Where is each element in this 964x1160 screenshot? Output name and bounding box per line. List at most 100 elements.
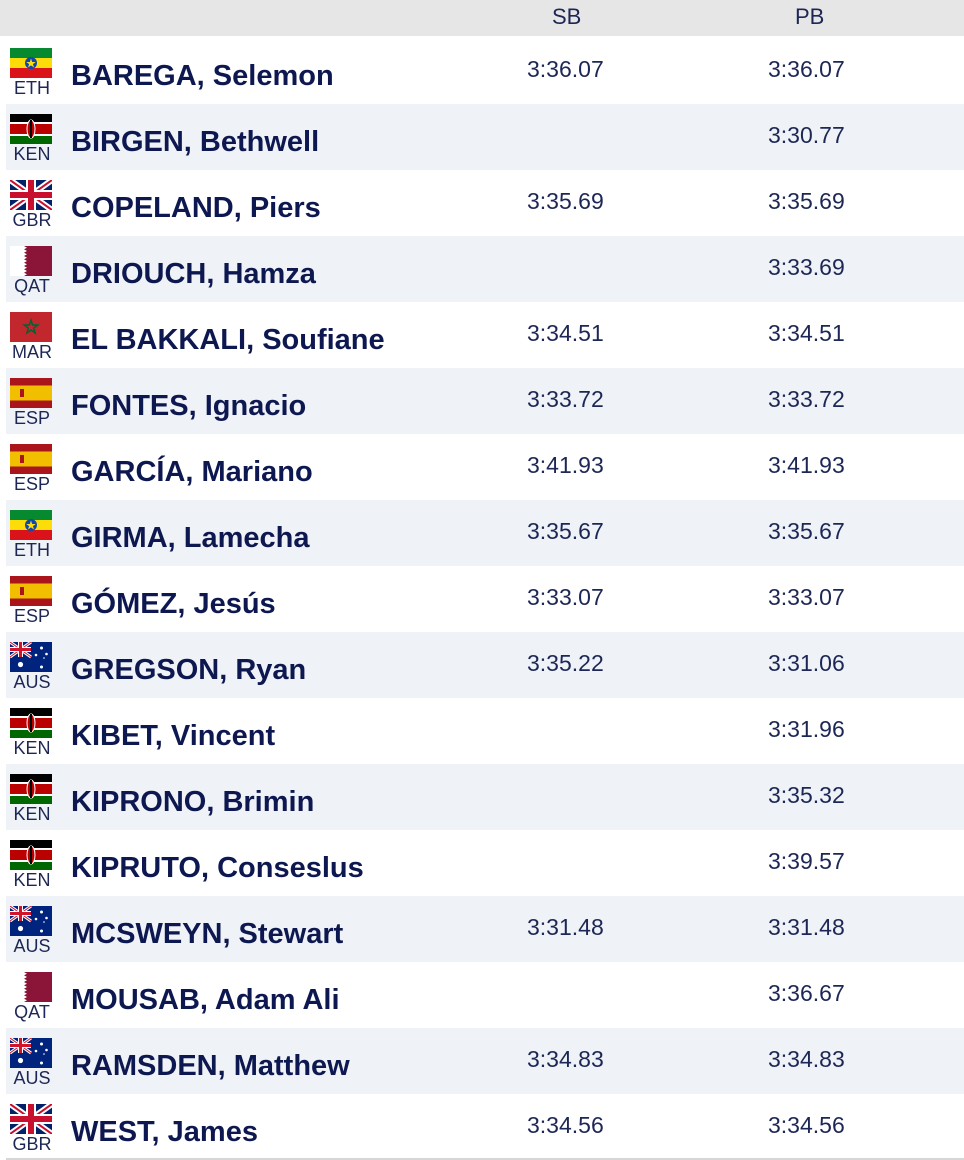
personal-best: 3:34.51 xyxy=(768,320,845,346)
athlete-row[interactable]: ETH GIRMA, Lamecha 3:35.67 3:35.67 xyxy=(6,500,964,566)
country-code: ETH xyxy=(14,540,50,560)
personal-best: 3:41.93 xyxy=(768,452,845,478)
country-code: ESP xyxy=(13,606,51,626)
athlete-row[interactable]: KEN KIBET, Vincent 3:31.96 xyxy=(6,698,964,764)
country-code: MAR xyxy=(12,342,52,362)
athlete-name[interactable]: GÓMEZ, Jesús xyxy=(71,588,276,620)
personal-best: 3:31.96 xyxy=(768,716,845,742)
country-code: KEN xyxy=(13,144,51,164)
country-code: ESP xyxy=(13,474,51,494)
country-code: GBR xyxy=(12,210,52,230)
athlete-row[interactable]: QAT MOUSAB, Adam Ali 3:36.67 xyxy=(6,962,964,1028)
personal-best: 3:34.56 xyxy=(768,1112,845,1138)
athlete-name[interactable]: GIRMA, Lamecha xyxy=(71,522,310,554)
ethiopia-flag-icon xyxy=(10,48,52,78)
athlete-name[interactable]: GARCÍA, Mariano xyxy=(71,456,313,488)
athlete-row[interactable]: AUS GREGSON, Ryan 3:35.22 3:31.06 xyxy=(6,632,964,698)
table-body: ETH BAREGA, Selemon 3:36.07 3:36.07 KEN BIRGE… xyxy=(0,38,964,1160)
country-code: ESP xyxy=(13,408,51,428)
personal-best: 3:33.69 xyxy=(768,254,845,280)
personal-best: 3:30.77 xyxy=(768,122,845,148)
athlete-name[interactable]: EL BAKKALI, Soufiane xyxy=(71,324,385,356)
australia-flag-icon xyxy=(10,1038,52,1068)
athlete-name[interactable]: KIBET, Vincent xyxy=(71,720,276,752)
spain-flag-icon xyxy=(10,576,52,606)
ethiopia-flag-icon xyxy=(10,510,52,540)
personal-best: 3:33.07 xyxy=(768,584,845,610)
athlete-name[interactable]: WEST, James xyxy=(71,1116,258,1148)
athlete-row[interactable]: QAT DRIOUCH, Hamza 3:33.69 xyxy=(6,236,964,302)
athlete-row[interactable]: ESP GÓMEZ, Jesús 3:33.07 3:33.07 xyxy=(6,566,964,632)
personal-best: 3:34.83 xyxy=(768,1046,845,1072)
athlete-row[interactable]: KEN KIPRUTO, Conseslus 3:39.57 xyxy=(6,830,964,896)
season-best: 3:33.72 xyxy=(527,386,604,412)
athlete-name[interactable]: BAREGA, Selemon xyxy=(71,60,334,92)
personal-best: 3:31.48 xyxy=(768,914,845,940)
personal-best: 3:36.07 xyxy=(768,56,845,82)
athlete-name[interactable]: KIPRONO, Brimin xyxy=(71,786,315,818)
spain-flag-icon xyxy=(10,378,52,408)
kenya-flag-icon xyxy=(10,840,52,870)
season-best: 3:35.69 xyxy=(527,188,604,214)
season-best: 3:34.56 xyxy=(527,1112,604,1138)
athlete-name[interactable]: GREGSON, Ryan xyxy=(71,654,307,686)
athlete-row[interactable]: GBR COPELAND, Piers 3:35.69 3:35.69 xyxy=(6,170,964,236)
athlete-name[interactable]: COPELAND, Piers xyxy=(71,192,321,224)
season-best: 3:35.67 xyxy=(527,518,604,544)
athlete-row[interactable]: GBR WEST, James 3:34.56 3:34.56 xyxy=(6,1094,964,1160)
athlete-row[interactable]: ESP GARCÍA, Mariano 3:41.93 3:41.93 xyxy=(6,434,964,500)
great-britain-flag-icon xyxy=(10,180,52,210)
country-code: KEN xyxy=(13,870,51,890)
athlete-row[interactable]: MAR EL BAKKALI, Soufiane 3:34.51 3:34.51 xyxy=(6,302,964,368)
athlete-row[interactable]: ESP FONTES, Ignacio 3:33.72 3:33.72 xyxy=(6,368,964,434)
country-code: ETH xyxy=(14,78,50,98)
athlete-name[interactable]: MOUSAB, Adam Ali xyxy=(71,984,340,1016)
personal-best: 3:33.72 xyxy=(768,386,845,412)
table-header: SB PB xyxy=(0,0,964,38)
qatar-flag-icon xyxy=(10,246,52,276)
athlete-row[interactable]: KEN KIPRONO, Brimin 3:35.32 xyxy=(6,764,964,830)
season-best: 3:31.48 xyxy=(527,914,604,940)
country-code: KEN xyxy=(13,738,51,758)
athlete-name[interactable]: RAMSDEN, Matthew xyxy=(71,1050,350,1082)
season-best: 3:41.93 xyxy=(527,452,604,478)
personal-best: 3:31.06 xyxy=(768,650,845,676)
great-britain-flag-icon xyxy=(10,1104,52,1134)
athlete-row[interactable]: AUS RAMSDEN, Matthew 3:34.83 3:34.83 xyxy=(6,1028,964,1094)
season-best: 3:35.22 xyxy=(527,650,604,676)
athlete-name[interactable]: BIRGEN, Bethwell xyxy=(71,126,320,158)
australia-flag-icon xyxy=(10,906,52,936)
personal-best: 3:35.67 xyxy=(768,518,845,544)
athlete-row[interactable]: KEN BIRGEN, Bethwell 3:30.77 xyxy=(6,104,964,170)
season-best: 3:33.07 xyxy=(527,584,604,610)
country-code: QAT xyxy=(14,1002,50,1022)
season-best: 3:34.83 xyxy=(527,1046,604,1072)
kenya-flag-icon xyxy=(10,114,52,144)
personal-best: 3:35.32 xyxy=(768,782,845,808)
athlete-name[interactable]: KIPRUTO, Conseslus xyxy=(71,852,364,884)
athlete-name[interactable]: MCSWEYN, Stewart xyxy=(71,918,344,950)
country-code: GBR xyxy=(12,1134,52,1154)
personal-best: 3:39.57 xyxy=(768,848,845,874)
qatar-flag-icon xyxy=(10,972,52,1002)
australia-flag-icon xyxy=(10,642,52,672)
spain-flag-icon xyxy=(10,444,52,474)
kenya-flag-icon xyxy=(10,774,52,804)
athlete-name[interactable]: FONTES, Ignacio xyxy=(71,390,307,422)
country-code: KEN xyxy=(13,804,51,824)
athlete-row[interactable]: AUS MCSWEYN, Stewart 3:31.48 3:31.48 xyxy=(6,896,964,962)
season-best: 3:34.51 xyxy=(527,320,604,346)
personal-best: 3:36.67 xyxy=(768,980,845,1006)
sb-column-header[interactable]: SB xyxy=(552,4,582,29)
country-code: AUS xyxy=(13,672,51,692)
personal-best: 3:35.69 xyxy=(768,188,845,214)
morocco-flag-icon xyxy=(10,312,52,342)
country-code: AUS xyxy=(13,936,51,956)
season-best: 3:36.07 xyxy=(527,56,604,82)
country-code: AUS xyxy=(13,1068,51,1088)
athlete-name[interactable]: DRIOUCH, Hamza xyxy=(71,258,316,290)
pb-column-header[interactable]: PB xyxy=(795,4,825,29)
country-code: QAT xyxy=(14,276,50,296)
athlete-row[interactable]: ETH BAREGA, Selemon 3:36.07 3:36.07 xyxy=(6,38,964,104)
